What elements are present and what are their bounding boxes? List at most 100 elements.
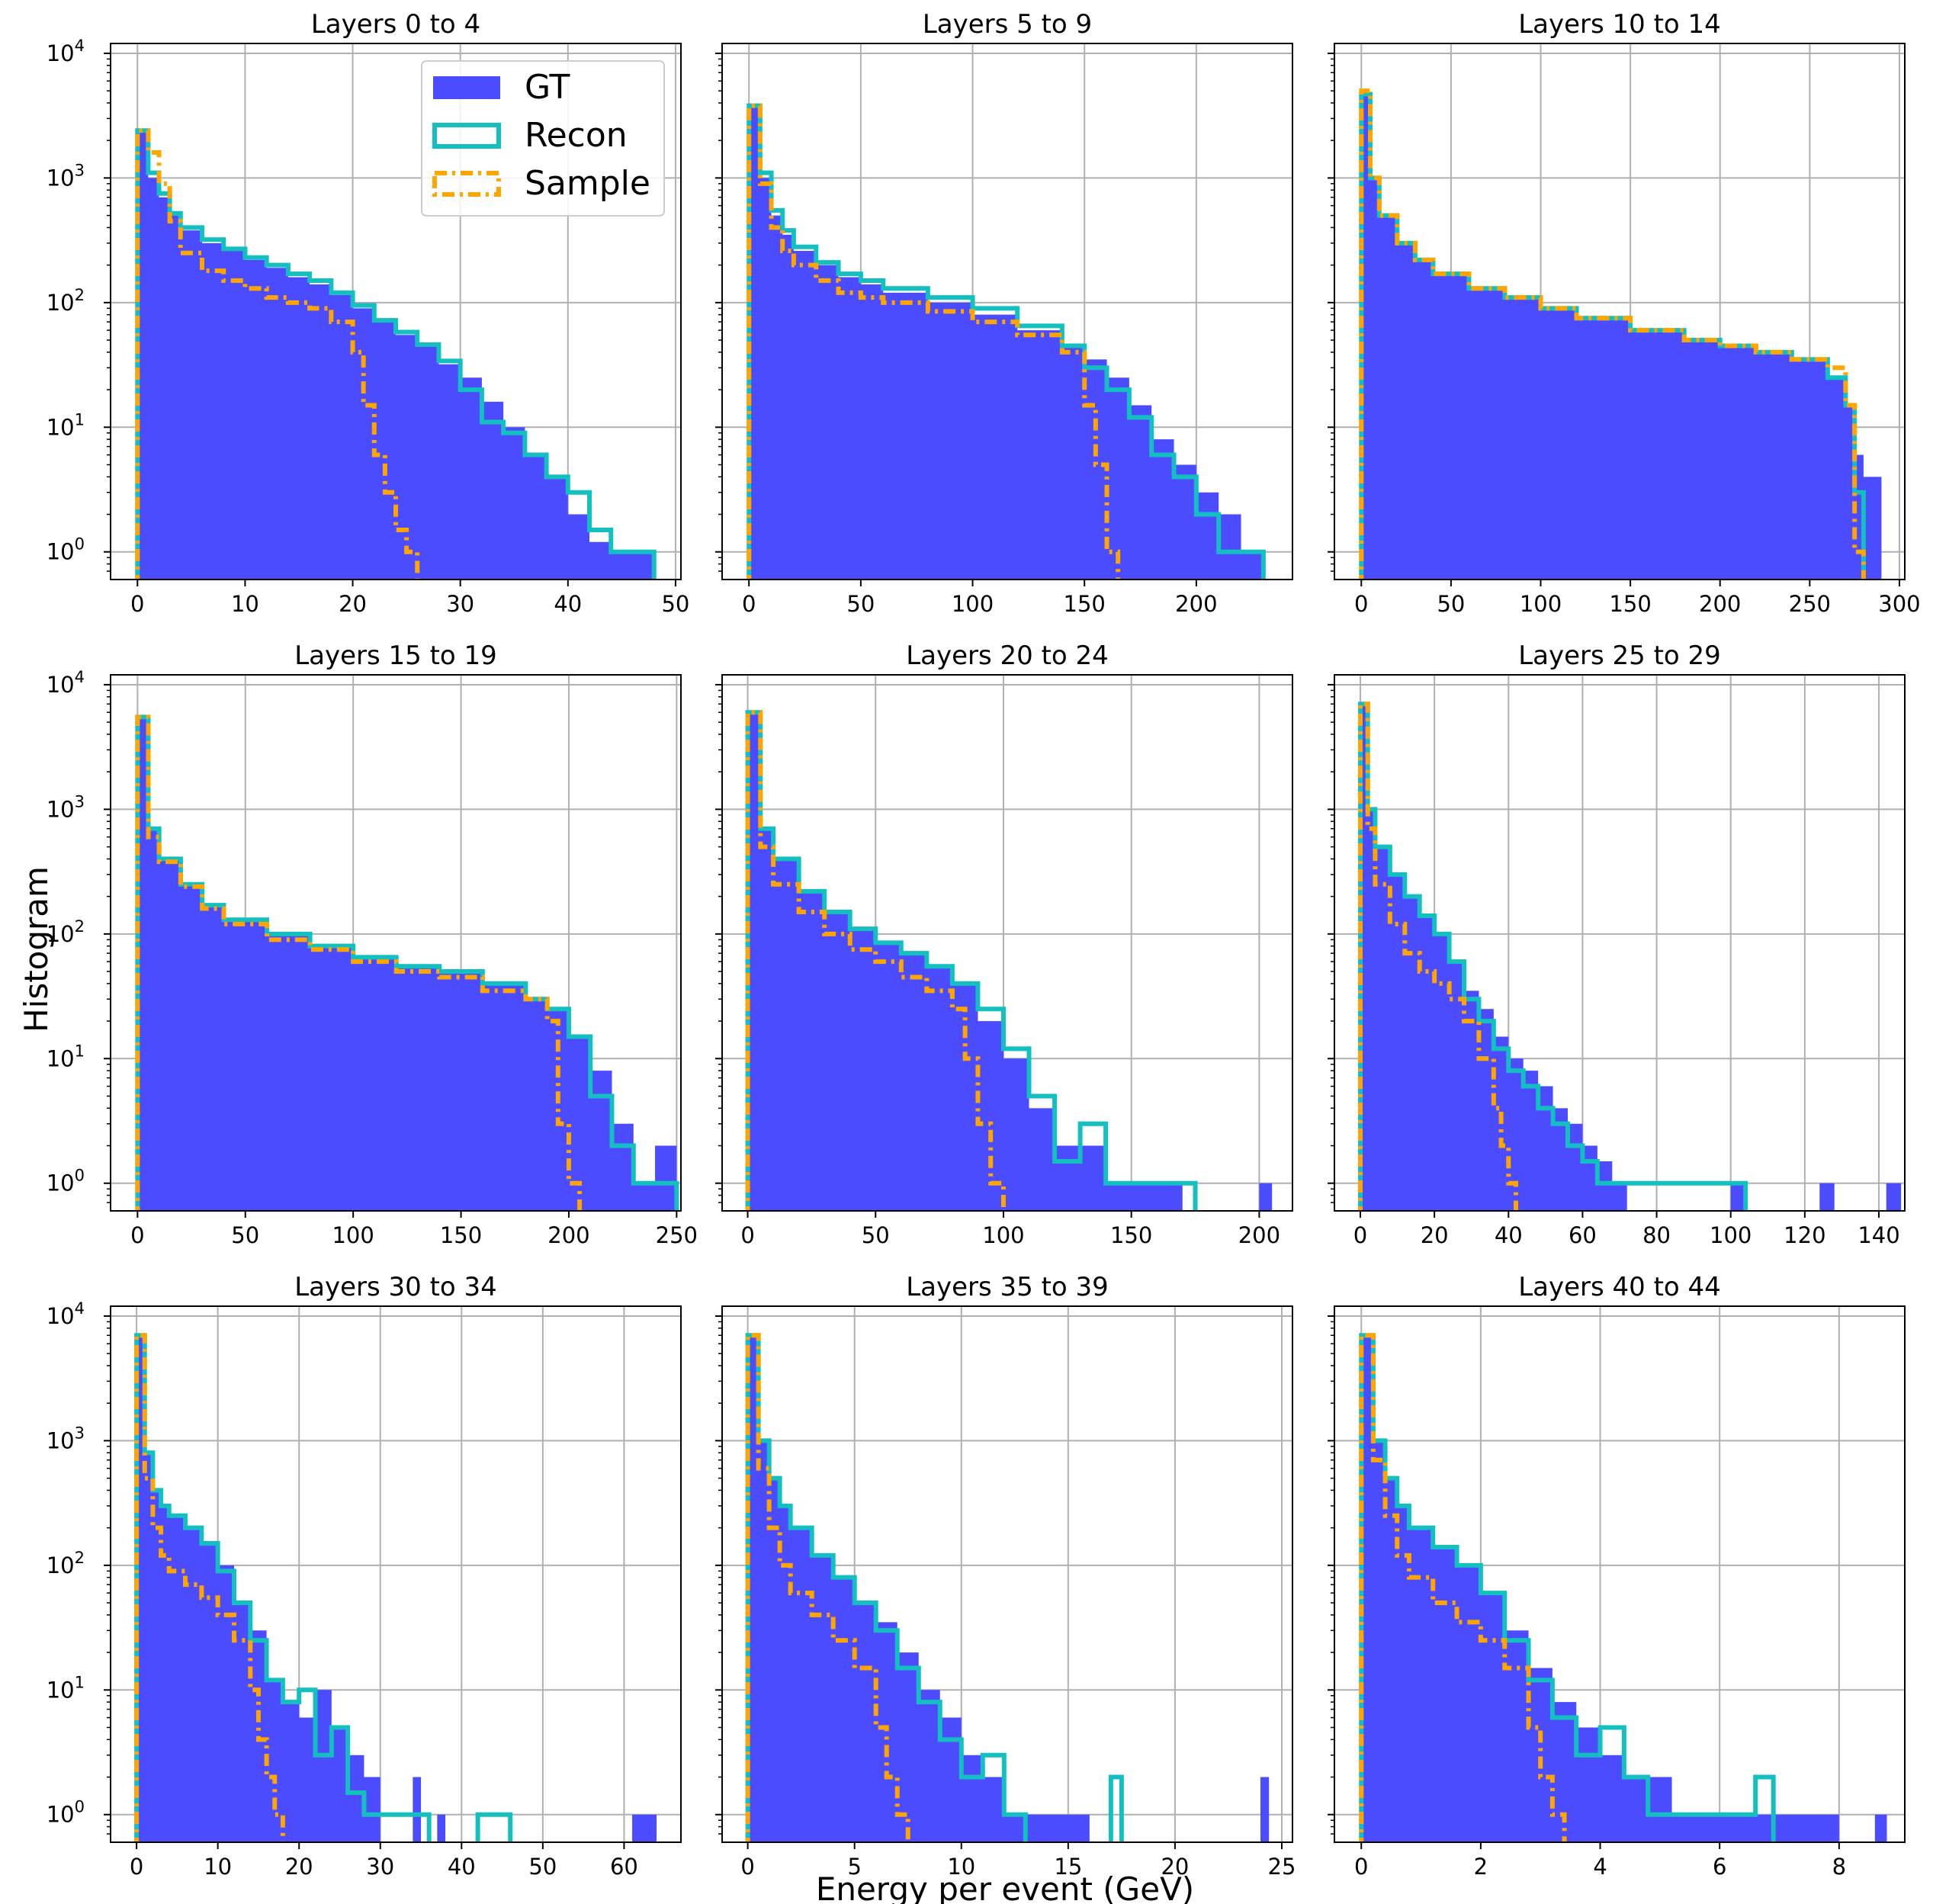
x-tick-label: 50 [862,1222,890,1248]
y-tick-label: 104 [47,1299,85,1329]
axes-frame [721,1305,1293,1843]
chart-panel-2: 0 50 100 150 200 Layers 5 to 9 [715,9,1293,617]
chart-panel-8: 0 5 10 15 20 25 Layers 35 to 39 [715,1272,1296,1880]
y-tick-label: 103 [47,161,85,191]
x-tick-label: 4 [1593,1854,1607,1880]
chart-title: Layers 10 to 14 [1518,9,1721,40]
x-tick-label: 150 [1609,591,1651,617]
plot-area [135,128,657,580]
axes-frame [721,43,1293,580]
y-tick-label: 100 [47,535,85,565]
y-tick-label: 101 [47,1042,85,1071]
plot-area [745,710,1273,1211]
series-gt [1361,1335,1887,1842]
plot-area [135,714,679,1211]
x-tick-label: 150 [440,1222,482,1248]
legend-label: Recon [525,116,628,155]
series-sample [1358,702,1518,1211]
x-tick-label: 60 [610,1854,638,1880]
series-recon [745,1333,1124,1842]
legend-swatch-recon [432,123,501,149]
x-tick-label: 200 [1238,1222,1280,1248]
x-tick-label: 10 [947,1854,975,1880]
x-tick-label: 0 [130,591,144,617]
x-tick-label: 150 [1064,591,1106,617]
series-sample [135,714,583,1211]
plot-area [1359,88,1882,580]
series-sample [1359,88,1866,580]
series-gt [137,130,654,580]
x-tick-label: 120 [1784,1222,1825,1248]
x-tick-label: 100 [332,1222,374,1248]
legend-label: Sample [525,164,650,203]
axes-frame [110,1305,682,1843]
chart-panel-1: 0 10 20 30 40 50 100 101 102 103 104 Layers 0 to 4 [47,9,690,617]
x-tick-label: 50 [661,591,689,617]
x-tick-label: 10 [231,591,259,617]
y-tick-label: 101 [47,410,85,440]
x-tick-label: 200 [1175,591,1217,617]
x-tick-label: 15 [1054,1854,1082,1880]
axes-frame [110,43,682,580]
chart-title: Layers 30 to 34 [294,1272,497,1302]
series-recon [747,103,1266,580]
chart-title: Layers 15 to 19 [294,641,497,671]
axes-frame [1334,43,1906,580]
series-recon [745,710,1198,1211]
series-gt [1360,704,1902,1211]
y-tick-label: 103 [47,1424,85,1453]
axes-frame [1334,674,1906,1212]
x-tick-label: 250 [1789,591,1831,617]
plot-area [134,1333,657,1842]
chart-title: Layers 0 to 4 [311,9,480,40]
series-gt [1361,94,1882,580]
series-sample [745,1333,910,1842]
y-axis-label: Histogram [18,866,55,1032]
chart-panel-7: 0 10 20 30 40 50 60 100 101 102 103 104 Layers 30 to… [47,1272,682,1880]
axes-frame [721,674,1293,1212]
chart-panel-4: 0 50 100 150 200 250 100 101 102 103 104 Layers 15 … [47,641,698,1248]
x-tick-label: 200 [547,1222,589,1248]
chart-panel-3: 0 50 100 150 200 250 300 Layers 10 to 14 [1328,9,1921,617]
chart-title: Layers 20 to 24 [906,641,1109,671]
series-gt [747,1335,1270,1842]
x-tick-label: 60 [1569,1222,1597,1248]
x-tick-label: 250 [656,1222,698,1248]
chart-title: Layers 40 to 44 [1518,1272,1721,1302]
series-recon [1358,702,1748,1211]
chart-title: Layers 5 to 9 [923,9,1092,40]
x-tick-label: 6 [1713,1854,1726,1880]
series-gt [749,105,1264,580]
x-tick-label: 0 [1354,591,1368,617]
chart-panel-6: 0 20 40 60 80 100 120 140 Layers 25 to 29 [1328,641,1906,1248]
y-tick-label: 102 [47,286,85,316]
x-tick-label: 0 [130,1222,144,1248]
series-sample [747,103,1121,580]
series-gt [136,1335,657,1842]
y-tick-label: 100 [47,1167,85,1196]
x-tick-label: 0 [742,591,756,617]
x-tick-label: 0 [740,1854,754,1880]
series-sample [1359,1333,1567,1842]
x-tick-label: 25 [1268,1854,1296,1880]
axes-frame [110,674,682,1212]
x-tick-label: 50 [231,1222,259,1248]
series-recon [1359,1333,1776,1842]
x-tick-label: 100 [952,591,994,617]
x-tick-label: 100 [1710,1222,1752,1248]
chart-title: Layers 25 to 29 [1518,641,1721,671]
x-tick-label: 40 [554,591,582,617]
y-tick-label: 103 [47,792,85,822]
legend-label: GT [525,68,570,107]
plot-area [1358,702,1902,1211]
x-tick-label: 40 [448,1854,476,1880]
y-tick-label: 101 [47,1673,85,1703]
x-tick-label: 50 [528,1854,557,1880]
x-tick-label: 5 [847,1854,861,1880]
series-recon [135,128,657,580]
x-axis-label: Energy per event (GeV) [816,1870,1194,1904]
y-tick-label: 102 [47,917,85,947]
series-sample [745,710,1006,1211]
x-tick-label: 0 [740,1222,754,1248]
